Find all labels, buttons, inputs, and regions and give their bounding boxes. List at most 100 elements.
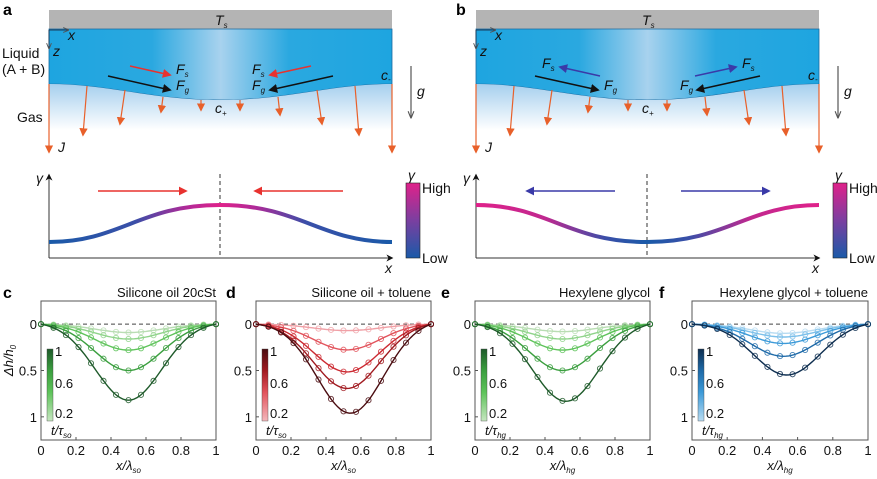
data-point <box>764 349 771 356</box>
data-point <box>484 324 491 331</box>
data-point <box>125 335 132 343</box>
data-point <box>302 332 310 339</box>
schematic-panel-a: a Ts x z Liquid (A + B) Gas J g Fs <box>2 2 451 276</box>
data-point <box>125 329 132 336</box>
gravity-label: g <box>417 83 425 99</box>
x-tick-label: 0.6 <box>789 443 807 458</box>
data-point <box>377 324 385 331</box>
marangoni-force-arrow-left <box>129 65 172 78</box>
series-line-t5 <box>474 323 651 403</box>
data-point <box>609 335 616 342</box>
data-point <box>521 356 529 363</box>
conc-plus-label: c+ <box>215 100 227 118</box>
series-line-t2 <box>40 323 217 340</box>
data-point <box>302 324 310 331</box>
colorbar-tick-label: 0.6 <box>270 376 288 391</box>
data-point <box>162 344 170 352</box>
y-tick-label: 0 <box>30 317 37 332</box>
data-point <box>390 337 397 344</box>
data-point <box>290 333 297 340</box>
x-tick-label: 0.6 <box>137 443 155 458</box>
data-point <box>137 391 145 398</box>
liquid-label: Liquid <box>2 45 39 61</box>
colorbar-label: t/τhg <box>702 423 724 440</box>
data-point <box>646 321 654 328</box>
data-point <box>559 347 566 354</box>
colorbar-tick-label: 0.2 <box>270 406 288 421</box>
y-tick-label: 1 <box>30 410 37 425</box>
data-point <box>125 347 132 354</box>
x-tick-label: 1 <box>864 443 871 458</box>
data-point <box>509 340 516 347</box>
data-point <box>559 397 566 404</box>
conc-minus-label: c- <box>381 67 391 84</box>
colorbar-tick-label: 0.2 <box>706 406 724 421</box>
y-tick-label: 0.5 <box>453 364 471 379</box>
data-point <box>150 340 157 347</box>
data-point <box>789 339 796 346</box>
x-tick-label: 1 <box>427 443 434 458</box>
time-colorbar <box>261 348 269 422</box>
data-point <box>365 326 372 333</box>
data-point <box>75 335 82 342</box>
colorbar-low-b: Low <box>849 250 876 266</box>
data-point <box>340 408 347 415</box>
data-point <box>277 329 285 336</box>
colorbar-tick-label: 1 <box>55 344 62 359</box>
y-tick-label: 0 <box>245 317 252 332</box>
panel-label-a: a <box>3 2 12 19</box>
data-point <box>751 329 758 337</box>
series-line-t1 <box>41 323 216 334</box>
marangoni-force-arrow-right <box>268 65 312 78</box>
gravity-force-arrow-right <box>268 75 334 93</box>
time-colorbar <box>697 348 705 422</box>
data-point <box>100 355 107 362</box>
data-point <box>265 323 272 330</box>
data-point <box>609 328 616 336</box>
series-line-t5 <box>255 323 432 414</box>
gravity-force-arrow-right <box>695 75 761 93</box>
data-point <box>789 329 796 337</box>
tension-curve-b <box>475 203 820 245</box>
panel-label-e: e <box>441 285 450 302</box>
chart-panel-d: d Silicone oil + toluene 0 0.2 0.4 0.6 0.8 1 0 0.… <box>226 285 435 475</box>
data-point <box>352 382 360 390</box>
data-point <box>546 389 554 396</box>
data-point <box>327 326 335 333</box>
data-point <box>827 332 834 339</box>
colorbar-tick-label: 0.6 <box>55 376 73 391</box>
axis-x-label: x <box>494 27 503 43</box>
data-point <box>764 338 771 345</box>
data-point <box>751 343 758 350</box>
tension-colorbar-b <box>832 182 848 259</box>
y-axis-label: Δh/h0 <box>1 344 18 377</box>
data-point <box>751 334 758 341</box>
data-point <box>137 345 145 352</box>
y-tick-label: 1 <box>681 410 688 425</box>
data-point <box>852 324 859 332</box>
gravity-force-arrow-left <box>107 75 172 93</box>
conc-plus-label: c+ <box>642 100 654 118</box>
data-point <box>365 359 372 366</box>
axis-z-label: z <box>52 43 60 59</box>
tension-colorbar-a <box>405 182 421 259</box>
axis-x-label: x <box>67 27 76 43</box>
data-point <box>521 334 529 341</box>
data-point <box>37 321 45 328</box>
marangoni-force-arrow-right <box>694 64 738 77</box>
data-point <box>496 323 504 330</box>
data-point <box>162 328 170 335</box>
x-tick-label: 1 <box>646 443 653 458</box>
panel-label-f: f <box>659 285 665 302</box>
data-point <box>302 356 310 363</box>
colorbar-tick-label: 1 <box>270 344 277 359</box>
data-point <box>802 364 809 371</box>
x-tick-label: 0.6 <box>571 443 589 458</box>
colorbar-tick-label: 1 <box>706 344 713 359</box>
panel-label-c: c <box>3 285 12 302</box>
x-tick-label: 0.8 <box>606 443 624 458</box>
gas-region <box>476 84 819 130</box>
y-tick-label: 1 <box>245 410 252 425</box>
data-point <box>150 377 157 384</box>
data-point <box>789 333 796 340</box>
